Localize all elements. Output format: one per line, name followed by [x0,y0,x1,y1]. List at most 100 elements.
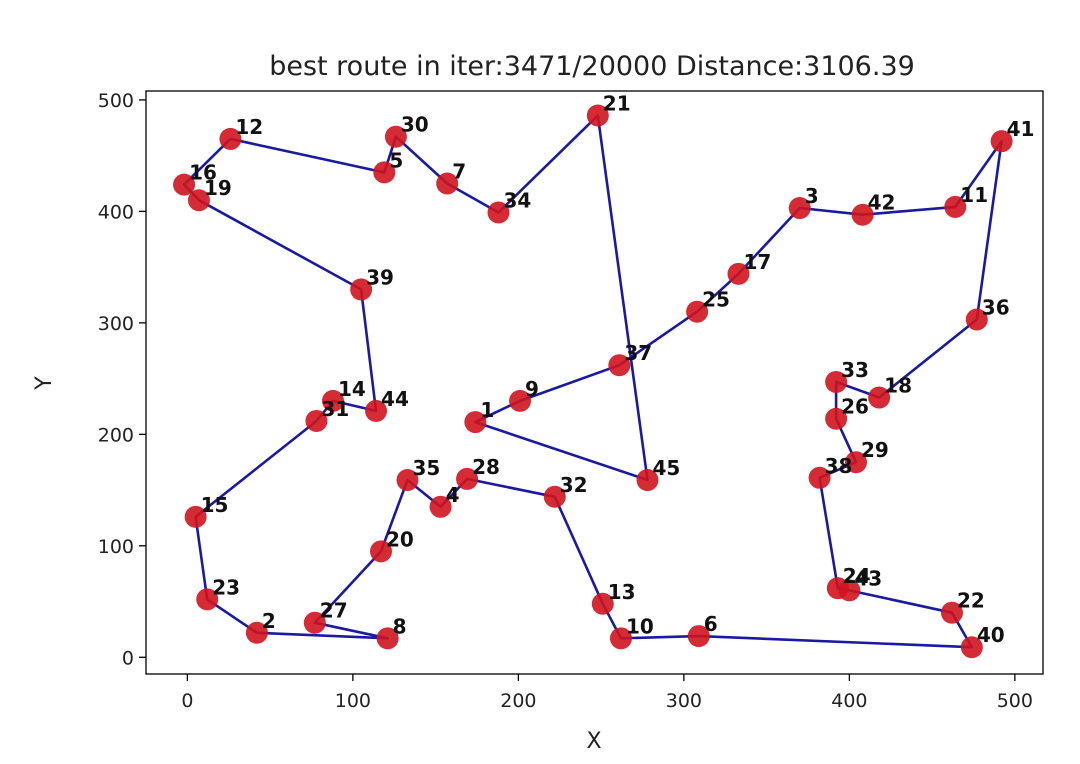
city-label-15: 15 [201,493,229,517]
city-label-20: 20 [386,527,414,551]
x-tick-label: 100 [335,690,371,712]
city-point-9 [509,389,532,412]
city-point-7 [436,172,459,195]
chart-title: best route in iter:3471/20000 Distance:3… [269,51,915,82]
city-label-36: 36 [982,296,1010,320]
city-point-32 [543,485,566,508]
city-point-33 [825,370,848,393]
city-label-30: 30 [401,113,429,137]
city-label-34: 34 [504,189,532,213]
city-point-31 [305,409,328,432]
x-tick-label: 200 [500,690,536,712]
city-point-44 [365,399,388,422]
city-label-5: 5 [389,148,403,172]
city-label-3: 3 [805,184,819,208]
city-label-31: 31 [321,397,349,421]
city-label-9: 9 [525,377,539,401]
city-label-41: 41 [1007,117,1035,141]
city-point-26 [825,407,848,430]
city-label-28: 28 [472,455,500,479]
city-point-23 [196,588,219,611]
city-label-1: 1 [480,398,494,422]
city-point-8 [376,627,399,650]
city-label-26: 26 [841,395,869,419]
y-tick-label: 100 [98,536,134,558]
city-label-2: 2 [262,609,276,633]
city-point-10 [609,627,632,650]
y-tick-label: 300 [98,313,134,335]
city-label-4: 4 [446,483,460,507]
points-layer [173,104,1013,659]
city-label-42: 42 [868,191,896,215]
city-point-38 [808,466,831,489]
city-label-10: 10 [626,614,654,638]
city-label-11: 11 [960,183,988,207]
city-point-19 [187,189,210,212]
x-axis: 0 100 200 300 400 500 [181,674,1033,712]
city-point-5 [373,161,396,184]
city-point-22 [940,601,963,624]
x-axis-label: X [586,729,601,754]
city-label-6: 6 [704,612,718,636]
city-label-38: 38 [825,454,853,478]
city-label-14: 14 [338,377,366,401]
city-point-3 [788,197,811,220]
y-tick-label: 0 [122,647,134,669]
city-label-19: 19 [204,176,232,200]
x-tick-label: 0 [181,690,193,712]
city-point-6 [687,625,710,648]
city-point-4 [429,495,452,518]
x-tick-label: 400 [831,690,867,712]
city-label-32: 32 [560,473,588,497]
city-label-39: 39 [366,265,394,289]
city-point-2 [245,621,268,644]
city-label-12: 12 [235,115,263,139]
city-point-16 [173,173,196,196]
city-point-15 [184,505,207,528]
plot-frame [145,90,1044,675]
city-point-28 [456,467,479,490]
x-tick-label: 500 [997,690,1033,712]
city-point-20 [370,540,393,563]
city-label-40: 40 [977,623,1005,647]
city-point-41 [990,130,1013,153]
city-label-44: 44 [381,387,409,411]
city-label-37: 37 [624,341,652,365]
city-label-7: 7 [452,160,466,184]
city-point-12 [219,127,242,150]
y-tick-label: 400 [98,201,134,223]
city-label-17: 17 [743,250,771,274]
y-tick-label: 200 [98,424,134,446]
city-label-24: 24 [843,564,871,588]
city-point-13 [591,592,614,615]
y-axis: 0 100 200 300 400 500 [98,90,146,669]
city-label-33: 33 [841,358,869,382]
city-point-18 [868,386,891,409]
city-label-29: 29 [861,438,889,462]
city-point-42 [851,203,874,226]
city-point-1 [464,411,487,434]
city-label-13: 13 [608,580,636,604]
y-tick-label: 500 [98,90,134,112]
city-point-30 [384,125,407,148]
city-label-16: 16 [189,161,217,185]
city-label-8: 8 [393,614,407,638]
city-point-11 [944,195,967,218]
city-point-21 [586,104,609,127]
city-point-37 [608,354,631,377]
city-label-35: 35 [412,456,440,480]
city-label-23: 23 [212,575,240,599]
city-point-17 [727,262,750,285]
city-point-27 [303,611,326,634]
city-point-40 [960,636,983,659]
city-point-34 [487,201,510,224]
city-label-45: 45 [652,456,680,480]
city-label-18: 18 [884,374,912,398]
city-label-43: 43 [854,566,882,590]
y-axis-label: Y [32,376,57,391]
city-label-27: 27 [320,599,348,623]
city-point-45 [636,469,659,492]
